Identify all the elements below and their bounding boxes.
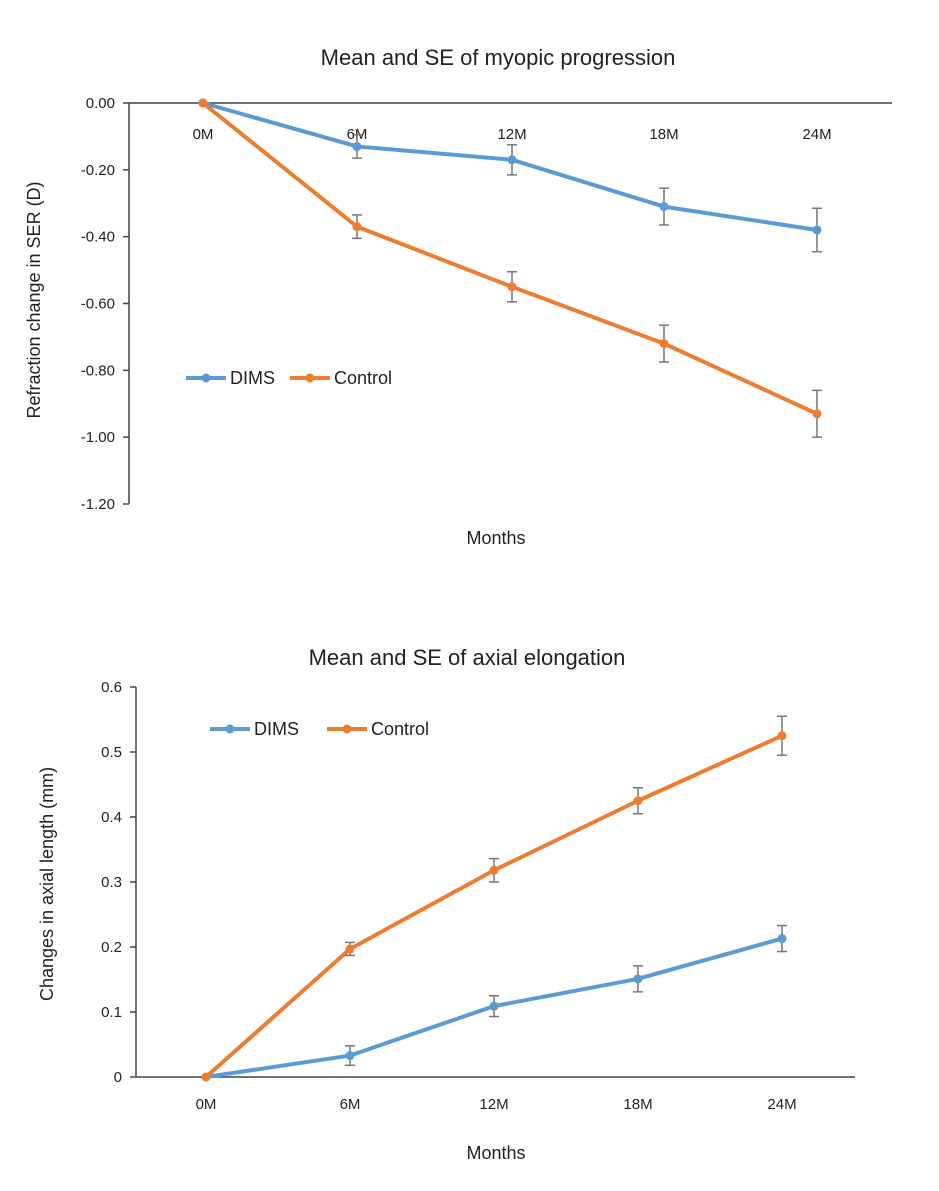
data-point-dims [659, 202, 669, 212]
data-point-dims [633, 974, 643, 984]
y-tick-label: 0.2 [101, 939, 122, 956]
refraction-chart-svg: Mean and SE of myopic progression 0.00 -0.… [24, 45, 892, 548]
x-tick-label: 0M [193, 126, 214, 143]
y-tick-label: 0.1 [101, 1004, 122, 1021]
series-line-dims [201, 101, 819, 232]
y-tick-label: -0.40 [81, 229, 115, 246]
y-tick-label: -0.80 [81, 362, 115, 379]
x-tick-label: 18M [623, 1096, 652, 1113]
y-tick-label: -0.20 [81, 162, 115, 179]
y-axis-title: Changes in axial length (mm) [37, 767, 57, 1001]
data-point-control [345, 944, 355, 954]
legend-label-control: Control [334, 368, 392, 388]
x-tick-label: 12M [497, 126, 526, 143]
legend-marker-dims [225, 724, 235, 734]
data-point-dims [777, 934, 787, 944]
y-tick-label: 0.4 [101, 809, 122, 826]
data-point-control [352, 222, 362, 232]
y-tick-label: 0.00 [86, 95, 115, 112]
data-point-dims [352, 141, 362, 151]
series-line-control [204, 733, 784, 1079]
chart-title: Mean and SE of axial elongation [309, 645, 626, 670]
data-point-control [633, 796, 643, 806]
legend-marker-control [305, 373, 315, 383]
refraction-chart: Mean and SE of myopic progression 0.00 -0.… [0, 0, 939, 580]
y-tick-label: 0 [114, 1069, 122, 1086]
legend-label-dims: DIMS [230, 368, 275, 388]
data-point-dims [345, 1051, 355, 1061]
x-tick-label: 24M [767, 1096, 796, 1113]
y-tick-label: 0.3 [101, 874, 122, 891]
y-axis-title: Refraction change in SER (D) [24, 181, 44, 418]
data-point-dims [507, 155, 517, 165]
chart-title: Mean and SE of myopic progression [321, 45, 676, 70]
data-point-control [489, 865, 499, 875]
legend-marker-control [342, 724, 352, 734]
y-tick-label: -0.60 [81, 296, 115, 313]
y-tick-label: -1.20 [81, 496, 115, 513]
data-point-control [507, 282, 517, 292]
data-point-control [198, 98, 208, 108]
series-line-control [201, 101, 819, 416]
y-tick-label: -1.00 [81, 429, 115, 446]
legend-marker-dims [201, 373, 211, 383]
x-tick-label: 24M [802, 126, 831, 143]
y-tick-label: 0.6 [101, 679, 122, 696]
legend-label-control: Control [371, 719, 429, 739]
data-point-control [812, 409, 822, 419]
data-point-control [659, 339, 669, 349]
x-tick-label: 18M [649, 126, 678, 143]
x-axis-title: Months [466, 1143, 525, 1163]
x-tick-label: 6M [340, 1096, 361, 1113]
data-point-dims [812, 225, 822, 235]
y-tick-label: 0.5 [101, 744, 122, 761]
x-tick-label: 12M [479, 1096, 508, 1113]
legend-label-dims: DIMS [254, 719, 299, 739]
axial-length-chart-svg: Mean and SE of axial elongation 0 0.1 0.2 0.… [37, 645, 855, 1163]
axial-length-chart: Mean and SE of axial elongation 0 0.1 0.2 0.… [0, 600, 939, 1191]
x-tick-label: 0M [196, 1096, 217, 1113]
x-axis-title: Months [466, 528, 525, 548]
data-point-control [201, 1072, 211, 1082]
data-point-dims [489, 1001, 499, 1011]
data-point-control [777, 731, 787, 741]
